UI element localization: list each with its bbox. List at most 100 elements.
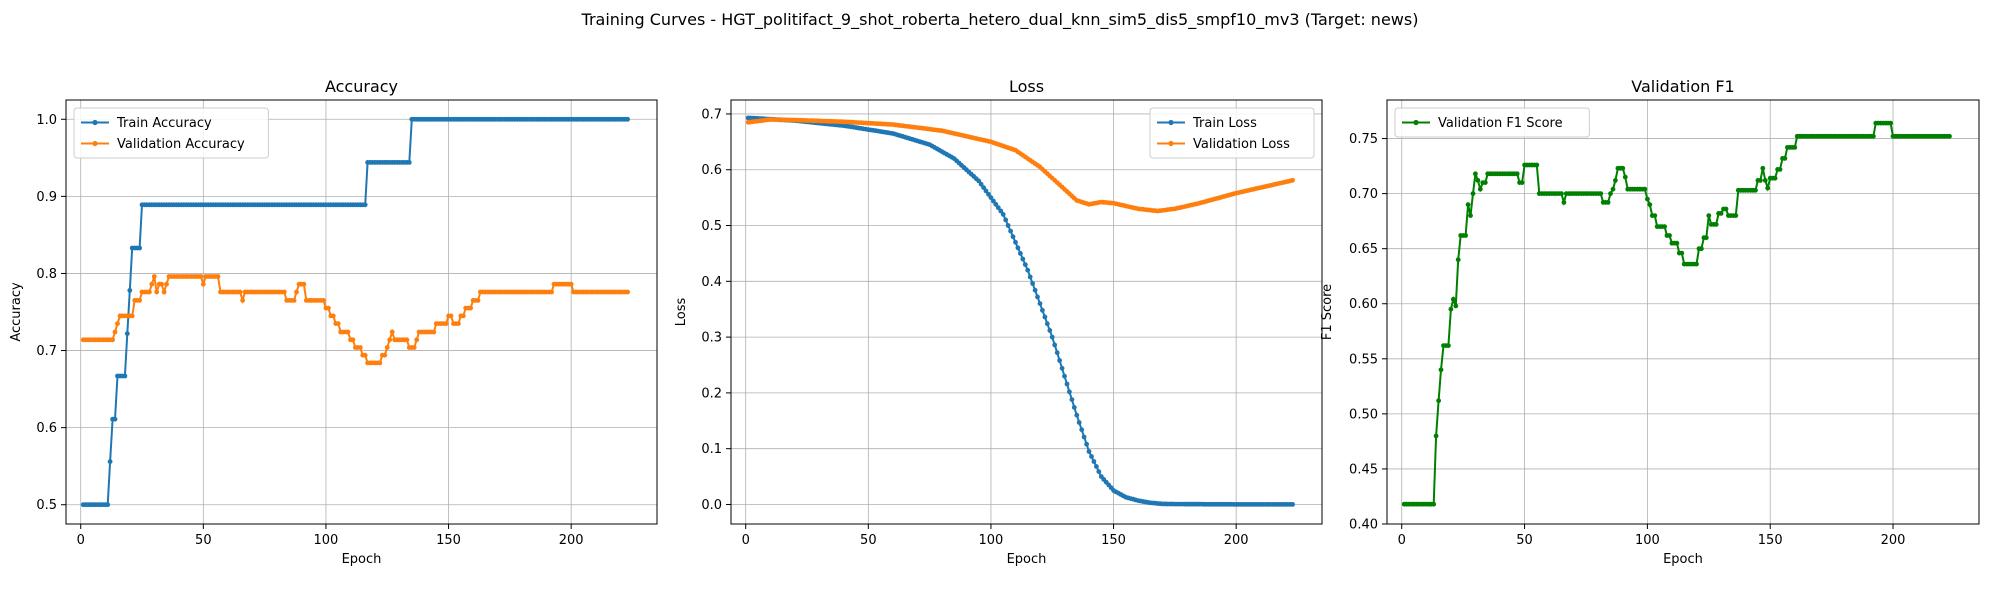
data-point [1062,373,1067,379]
data-point [1071,405,1077,410]
data-point [215,274,221,279]
data-point [149,281,155,287]
legend-swatch-marker [1168,140,1174,147]
data-point [998,208,1004,214]
y-tick-label: 0.2 [701,386,722,401]
legend-swatch-marker [92,119,98,126]
data-point [1027,274,1033,280]
y-axis-label: Loss [674,298,689,327]
data-point [362,202,368,208]
y-tick-label: 0.45 [1349,462,1378,477]
data-point [237,289,243,295]
data-point [1610,186,1616,192]
data-point [1792,145,1798,150]
data-point [1096,469,1102,474]
data-point [1010,234,1016,240]
y-tick-label: 0.1 [701,442,722,457]
legend-label: Validation Loss [1193,137,1290,152]
data-point [1084,441,1089,447]
data-point [995,205,1001,211]
data-point [127,288,133,293]
legend-swatch-marker [1413,119,1419,126]
legend-label: Validation F1 Score [1438,116,1563,131]
data-point [1059,365,1065,371]
data-point [382,352,388,358]
legend-label: Train Loss [1192,116,1257,131]
data-point [1652,213,1658,219]
y-tick-label: 0.7 [36,344,57,359]
data-point [988,195,994,201]
data-point [1667,233,1672,238]
data-point [448,313,454,319]
data-point [475,298,481,303]
legend: Train Loss Validation Loss [1149,107,1315,159]
data-point [1022,262,1028,267]
data-point [154,289,160,295]
y-tick-label: 0.9 [36,190,57,205]
data-point [1647,202,1653,208]
data-point [1534,162,1540,168]
legend: Validation F1 Score [1394,107,1590,138]
y-axis-label: Accuracy [9,282,24,342]
y-tick-label: 0.70 [1349,187,1378,202]
data-point [1044,321,1050,327]
data-point [1760,165,1766,171]
data-point [281,289,287,295]
data-point [1076,420,1082,425]
data-point [330,313,336,319]
data-point [1081,434,1087,440]
data-point [1753,187,1758,193]
data-point [411,345,417,350]
data-point [137,298,143,303]
series-markers-1 [745,115,1295,507]
data-point [625,289,630,295]
data-point [1290,177,1295,183]
data-point [1662,224,1667,230]
data-point [1598,191,1604,197]
data-point [1018,251,1023,256]
data-point [1559,191,1564,197]
data-point [326,305,331,311]
data-point [1620,165,1626,171]
data-point [147,289,152,295]
chart-title: Validation F1 [1631,77,1734,96]
data-point [1054,350,1060,356]
data-point [1446,343,1451,348]
data-point [1032,287,1038,293]
data-point [1008,228,1013,234]
data-point [1473,171,1478,177]
data-point [1020,256,1026,262]
data-point [1052,342,1058,348]
data-point [1679,250,1685,256]
data-point [1561,200,1567,205]
y-tick-label: 0.8 [36,267,57,282]
data-point [1608,191,1613,197]
data-point [1448,306,1454,312]
data-point [1470,191,1476,197]
data-point [986,191,991,197]
data-point [1290,502,1295,507]
x-tick-label: 100 [1635,533,1660,548]
data-point [1514,171,1520,177]
y-tick-label: 0.5 [701,219,722,234]
data-point [1057,358,1062,363]
data-point [1064,381,1070,387]
data-point [431,329,437,335]
legend-swatch-marker [1168,119,1174,126]
data-point [240,298,246,303]
y-axis-label: F1 Score [1320,284,1335,340]
data-point [1674,240,1680,246]
data-point [443,321,449,326]
data-point [345,329,351,335]
data-point [1035,294,1040,300]
chart-panel-3: 0 50 100 150 200 0.40 0.45 0.50 0.55 0.60 0.65 0.70… [1320,77,1980,567]
data-point [122,373,128,379]
data-point [200,281,206,287]
data-point [978,181,984,187]
data-point [1622,174,1628,180]
data-point [1765,185,1771,191]
data-point [1030,281,1035,286]
y-tick-label: 0.55 [1349,352,1378,367]
data-point [1477,186,1483,192]
